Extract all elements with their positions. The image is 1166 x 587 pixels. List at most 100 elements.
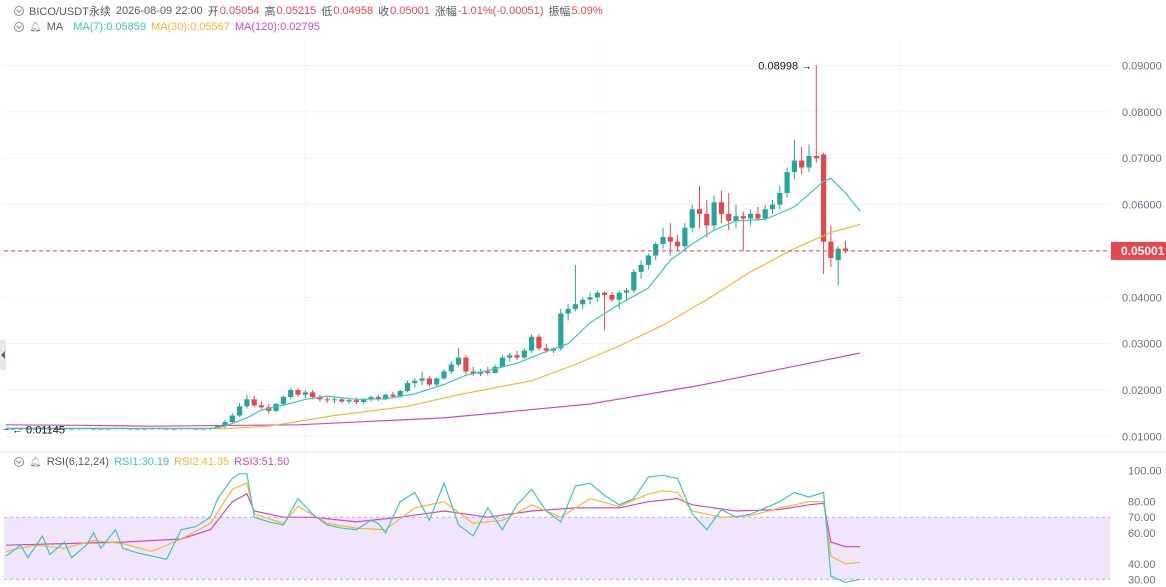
rsi-band: [4, 516, 1110, 580]
candle-body: [704, 213, 710, 226]
collapse-icon[interactable]: [14, 457, 24, 467]
candle-body: [324, 399, 330, 401]
candle-body: [346, 400, 352, 402]
candle-body: [222, 422, 228, 426]
candle-body: [470, 371, 476, 374]
candle-body: [740, 216, 746, 219]
candle-body: [54, 428, 60, 430]
candle-body: [718, 202, 724, 214]
ma7-line: [6, 177, 861, 430]
ma30-value: MA(30):0.05567: [150, 21, 230, 33]
low-annotation: ← 0.01145: [12, 425, 65, 437]
candle-body: [499, 357, 505, 367]
collapse-icon[interactable]: [14, 22, 24, 32]
collapse-icon[interactable]: [14, 6, 24, 16]
candle-body: [280, 397, 286, 404]
candle-body: [368, 397, 374, 400]
candle-body: [244, 399, 250, 407]
candle-body: [777, 193, 783, 205]
candle-body: [514, 355, 520, 358]
candle-body: [434, 378, 440, 385]
rsi2-value: RSI2:41.35: [174, 456, 230, 468]
ohlc-header: BICO/USDT永续 2026-08-09 22:00 开 0.05054 高…: [14, 3, 608, 19]
rsi-tick-label: 70.00: [1128, 512, 1156, 524]
candle-body: [769, 204, 776, 210]
change-value: -1.01%(-0.00051): [457, 5, 544, 17]
ma-lines: [5, 177, 861, 430]
rsi-tick-label: 80.00: [1128, 497, 1156, 509]
rsi-tick-label: 100.00: [1128, 466, 1162, 478]
candle-body: [485, 371, 491, 373]
candle-body: [258, 405, 265, 408]
candle-body: [456, 357, 462, 365]
candle-body: [361, 399, 367, 403]
candle-body: [404, 383, 411, 391]
candle-body: [302, 392, 308, 395]
current-price-badge: [1111, 241, 1166, 260]
ma7-value: MA(7):0.05859: [73, 21, 146, 33]
candle-body: [383, 394, 389, 400]
candle-body: [733, 216, 739, 221]
price-tick-label: 0.03000: [1122, 339, 1162, 351]
candle-body: [748, 213, 754, 219]
candle-body: [726, 213, 732, 221]
price-axis: 0.090000.080000.070000.060000.050000.040…: [1122, 61, 1162, 587]
open-label: 开: [207, 6, 219, 18]
candle-body: [507, 355, 513, 358]
low-label: 低: [321, 6, 333, 18]
low-value: 0.04958: [333, 5, 374, 17]
candle-body: [609, 295, 615, 300]
candles: [3, 65, 849, 430]
candle-body: [572, 304, 578, 309]
ma-label: MA: [46, 21, 64, 33]
candle-body: [806, 155, 812, 168]
price-tick-label: 0.04000: [1122, 292, 1162, 304]
amplitude-label: 振幅: [548, 6, 571, 18]
bell-icon[interactable]: 🔔︎: [29, 456, 42, 468]
rsi3-line: [5, 493, 861, 548]
candle-body: [229, 415, 235, 423]
candle-body: [835, 248, 841, 261]
ma120-value: MA(120):0.02795: [234, 21, 320, 33]
candle-body: [339, 399, 345, 402]
candle-body: [3, 428, 9, 430]
price-tick-label: 0.06000: [1122, 200, 1162, 212]
rsi2-line: [5, 482, 861, 565]
candle-body: [689, 209, 695, 228]
rsi-band-fill: [4, 517, 1110, 580]
bell-icon[interactable]: 🔔︎: [29, 21, 42, 33]
candle-body: [813, 155, 819, 159]
change-label: 涨幅: [434, 6, 457, 18]
rsi-legend: 🔔︎ RSI(6,12,24) RSI1:30.19 RSI2:41.35 RS…: [14, 456, 294, 468]
candle-body: [310, 392, 316, 397]
price-tick-label: 0.08000: [1122, 107, 1162, 119]
candle-body: [791, 160, 797, 173]
price-tick-label: 0.02000: [1122, 385, 1162, 397]
candle-body: [558, 313, 564, 349]
datetime: 2026-08-09 22:00: [115, 5, 203, 17]
candle-body: [492, 366, 498, 373]
high-annotation: 0.08998 →: [758, 61, 812, 73]
candle-body: [543, 348, 549, 351]
rsi1-value: RSI1:30.19: [114, 456, 170, 468]
candle-body: [762, 209, 768, 219]
candle-body: [616, 292, 622, 300]
rsi-label: RSI(6,12,24): [46, 456, 110, 468]
collapse-sidebar-handle[interactable]: [0, 340, 6, 370]
candle-body: [696, 209, 703, 214]
annotations: 0.05001 0.08998 → ← 0.01145: [4, 61, 1166, 437]
ma30-line: [5, 223, 861, 430]
price-tick-label: 0.07000: [1122, 153, 1162, 165]
candle-body: [653, 244, 659, 256]
candle-body: [842, 248, 849, 251]
symbol: BICO/USDT永续: [29, 6, 111, 18]
candle-body: [251, 399, 257, 406]
candle-body: [828, 241, 834, 258]
amplitude-value: 5.09%: [571, 5, 603, 17]
ma-legend: 🔔︎ MA MA(7):0.05859 MA(30):0.05567 MA(12…: [14, 21, 325, 33]
price-tick-label: 0.01000: [1122, 431, 1162, 443]
rsi3-value: RSI3:51.50: [234, 456, 290, 468]
close-label: 收: [378, 6, 390, 18]
price-tick-label: 0.09000: [1122, 61, 1162, 73]
